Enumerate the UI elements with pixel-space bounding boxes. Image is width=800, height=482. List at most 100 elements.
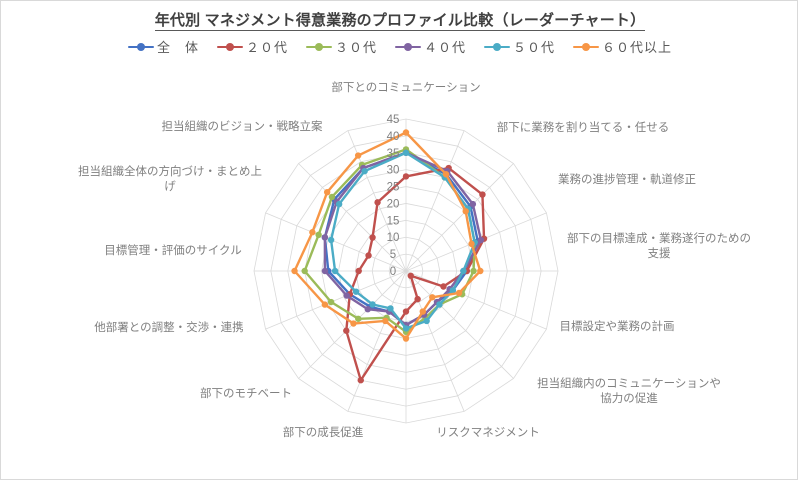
page-title: 年代別 マネジメント得意業務のプロファイル比較（レーダーチャート） (1, 9, 799, 31)
spoke-13 (265, 212, 407, 272)
spoke-1 (405, 130, 465, 272)
legend-marker-icon (573, 42, 600, 52)
radial-tick-45: 45 (387, 114, 400, 126)
radar-series (291, 129, 488, 384)
category-label-0: 部下とのコミュニケーション (331, 80, 480, 94)
legend-item-4[interactable]: ５０代 (484, 37, 555, 56)
data-point (402, 335, 410, 342)
legend-item-1[interactable]: ２０代 (216, 37, 288, 56)
category-label-10: 目標管理・評価のサイクル (104, 243, 241, 257)
data-point (369, 234, 376, 241)
data-point (479, 191, 486, 198)
data-point (429, 294, 436, 301)
category-label-8: 部下のモチベート (200, 386, 292, 400)
category-label-4: 目標設定や業務の計画 (560, 319, 675, 333)
radial-tick-0: 0 (390, 266, 396, 278)
data-point (442, 171, 450, 178)
radial-tick-40: 40 (387, 131, 400, 143)
data-point (354, 152, 362, 159)
category-label-6: リスクマネジメント (436, 426, 540, 439)
data-point (414, 295, 421, 303)
data-point (423, 317, 430, 325)
legend-marker-icon (127, 42, 154, 52)
legend-marker-icon (484, 42, 511, 52)
category-label-11: 担当組織全体の方向づけ・まとめ上げ (78, 164, 262, 193)
series-0[interactable] (321, 149, 481, 329)
data-point (455, 289, 463, 297)
data-point (407, 272, 414, 279)
spoke-14 (298, 163, 407, 272)
data-point (355, 267, 362, 275)
legend-marker-icon (305, 42, 332, 52)
data-point (291, 267, 298, 275)
radial-tick-30: 30 (387, 165, 400, 177)
data-point (468, 240, 475, 248)
legend-label: ６０代以上 (602, 40, 673, 55)
data-point (315, 231, 322, 239)
legend-item-5[interactable]: ６０代以上 (573, 37, 672, 56)
data-point (440, 283, 447, 290)
legend-label: ５０代 (513, 40, 556, 55)
data-point (355, 315, 362, 322)
category-labels: 部下とのコミュニケーション部下に業務を割り当てる・任せる業務の進捗管理・軌道修正… (78, 80, 751, 439)
category-label-7: 部下の成長促進 (283, 425, 364, 439)
category-label-9: 他部署との調整・交渉・連携 (94, 320, 243, 334)
legend-item-2[interactable]: ３０代 (305, 37, 377, 56)
data-point (477, 267, 484, 275)
data-point (365, 252, 372, 259)
radar-chart-svg: 0 5 10 15 20 25 30 35 40 45 部下とのコミュニケーション部下に業務を割り… (78, 80, 751, 439)
data-point (331, 267, 339, 275)
radial-tick-5: 5 (390, 249, 396, 261)
data-point (387, 305, 394, 312)
data-point (449, 287, 457, 294)
series-4[interactable] (327, 149, 478, 332)
chart-title-text: 年代別 マネジメント得意業務のプロファイル比較（レーダーチャート） (154, 12, 646, 31)
data-point (328, 193, 336, 201)
spoke-2 (405, 163, 514, 272)
data-point (369, 301, 376, 308)
series-5[interactable] (291, 129, 484, 342)
data-point (402, 173, 410, 180)
category-label-5: 担当組織内のコミュニケーションや協力の促進 (537, 376, 721, 405)
data-point (469, 200, 477, 208)
spoke-6 (405, 270, 514, 379)
category-label-1: 部下に業務を割り当てる・任せる (497, 120, 670, 134)
data-point (343, 292, 350, 299)
data-point (321, 267, 329, 275)
data-point (419, 308, 427, 315)
data-point (357, 377, 364, 384)
category-label-2: 業務の進捗管理・軌道修正 (558, 172, 696, 186)
data-point (327, 236, 335, 244)
data-point (327, 298, 335, 306)
legend-item-0[interactable]: 全 体 (127, 37, 199, 56)
data-point (462, 208, 469, 215)
data-point (402, 325, 410, 332)
legend-item-3[interactable]: ４０代 (395, 37, 466, 56)
data-point (477, 236, 485, 244)
data-point (321, 301, 329, 308)
category-label-12: 担当組織のビジョン・戦略立案 (162, 119, 323, 133)
data-point (301, 267, 308, 275)
data-point (343, 327, 350, 334)
radar-spokes (254, 119, 558, 423)
data-point (364, 306, 371, 313)
radar-plot: 0 5 10 15 20 25 30 35 40 45 部下とのコミュニケーション 部下に業務を割り… (1, 63, 799, 479)
spoke-9 (347, 270, 407, 412)
data-point (361, 167, 368, 175)
data-point (460, 267, 467, 275)
data-point (321, 234, 329, 241)
data-point (352, 288, 360, 295)
radial-tick-20: 20 (387, 198, 400, 210)
data-point (309, 229, 316, 236)
legend-label: 全 体 (156, 40, 199, 55)
data-point (436, 301, 443, 308)
chart-legend: 全 体 ２０代 ３０代 ４０代 ５０代 ６０代以上 (1, 37, 799, 56)
data-point (402, 308, 410, 315)
legend-label: ２０代 (245, 40, 288, 55)
radial-tick-25: 25 (387, 182, 400, 194)
data-point (350, 320, 357, 327)
data-point (335, 200, 343, 208)
data-point (402, 149, 410, 156)
radial-tick-15: 15 (387, 215, 400, 227)
